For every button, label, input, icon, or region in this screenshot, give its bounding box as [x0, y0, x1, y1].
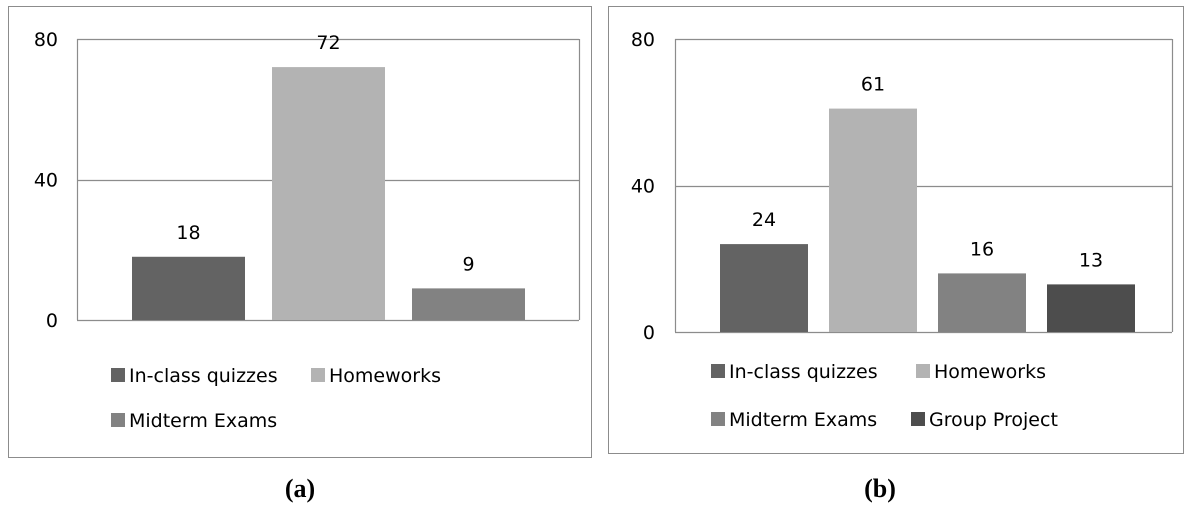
chart-b-legend-swatch-4	[911, 412, 925, 426]
chart-a-data-label-1: 18	[176, 222, 200, 244]
chart-a-legend: In-class quizzes Homeworks Midterm Exams	[111, 365, 441, 432]
chart-b-y-tick-label: 80	[631, 29, 655, 51]
chart-a: 0 40 80 18 72 9 In-class quizzes Homeworks Midt…	[8, 6, 592, 503]
chart-b-caption: (b)	[864, 474, 896, 503]
chart-a-legend-label-1: In-class quizzes	[129, 365, 278, 387]
chart-b-y-tick-label: 40	[631, 176, 655, 198]
chart-a-legend-label-2: Homeworks	[329, 365, 441, 387]
chart-b-legend-swatch-3	[711, 412, 725, 426]
chart-a-bar-3	[412, 288, 525, 320]
chart-b: 0 40 80 24 61 16 13 In-class quizzes Homeworks M…	[608, 6, 1184, 503]
chart-a-y-tick-label: 0	[46, 310, 58, 332]
chart-b-legend-label-2: Homeworks	[934, 361, 1046, 383]
chart-b-plot-area: 0 40 80 24 61 16 13	[631, 29, 1174, 344]
chart-b-data-label-4: 13	[1079, 249, 1103, 271]
chart-a-y-tick-label: 80	[34, 29, 58, 51]
chart-a-legend-swatch-2	[311, 368, 325, 382]
chart-b-bar-1	[720, 244, 808, 332]
chart-b-bar-2	[829, 108, 917, 333]
chart-b-legend: In-class quizzes Homeworks Midterm Exams Gr…	[711, 361, 1058, 431]
chart-b-data-label-3: 16	[970, 238, 994, 260]
chart-a-y-tick-label: 40	[34, 170, 58, 192]
chart-b-legend-swatch-2	[916, 364, 930, 378]
chart-a-bar-1	[132, 256, 245, 320]
chart-b-y-tick-label: 0	[643, 322, 655, 344]
chart-a-legend-label-3: Midterm Exams	[129, 410, 277, 432]
chart-a-plot-area: 0 40 80 18 72 9	[34, 29, 581, 332]
chart-b-legend-label-1: In-class quizzes	[729, 361, 878, 383]
chart-b-bar-3	[938, 273, 1026, 332]
chart-a-data-label-2: 72	[316, 32, 340, 54]
chart-b-legend-label-3: Midterm Exams	[729, 409, 877, 431]
chart-b-data-label-1: 24	[752, 209, 776, 231]
chart-a-legend-swatch-1	[111, 368, 125, 382]
chart-a-legend-swatch-3	[111, 413, 125, 427]
chart-b-bar-4	[1047, 284, 1135, 332]
chart-a-data-label-3: 9	[462, 253, 474, 275]
chart-a-caption: (a)	[285, 474, 315, 503]
chart-b-legend-label-4: Group Project	[929, 409, 1058, 431]
chart-b-legend-swatch-1	[711, 364, 725, 378]
chart-b-data-label-2: 61	[861, 74, 885, 96]
chart-a-bar-2	[272, 67, 385, 320]
